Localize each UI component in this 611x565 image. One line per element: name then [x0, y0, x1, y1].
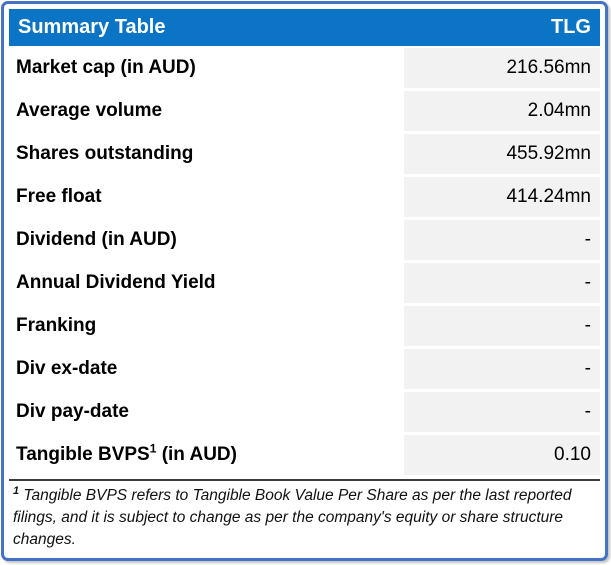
- table-body: Market cap (in AUD) 216.56mn Average vol…: [9, 46, 600, 476]
- row-label: Div pay-date: [9, 401, 404, 423]
- footnote-superscript: 1: [13, 484, 20, 497]
- row-label-text: Franking: [16, 314, 97, 336]
- row-label-text: Free float: [16, 185, 102, 207]
- table-row: Free float 414.24mn: [9, 175, 600, 218]
- row-label: Shares outstanding: [9, 143, 404, 165]
- row-label-text: Tangible BVPS: [16, 443, 150, 465]
- row-label: Free float: [9, 186, 404, 208]
- row-value: 455.92mn: [404, 133, 600, 174]
- row-label-text: Annual Dividend Yield: [16, 271, 216, 293]
- row-value: -: [404, 305, 600, 346]
- row-value: -: [404, 391, 600, 432]
- footnote: 1 Tangible BVPS refers to Tangible Book …: [13, 485, 596, 551]
- table-row: Dividend (in AUD) -: [9, 218, 600, 261]
- row-label: Market cap (in AUD): [9, 57, 404, 79]
- row-label: Franking: [9, 315, 404, 337]
- row-value: 2.04mn: [404, 90, 600, 131]
- table-row: Div pay-date -: [9, 390, 600, 433]
- table-row: Div ex-date -: [9, 347, 600, 390]
- row-label: Tangible BVPS1 (in AUD): [9, 441, 404, 466]
- table-header: Summary Table TLG: [9, 9, 600, 46]
- row-label-text: Div pay-date: [16, 400, 129, 422]
- table-row: Tangible BVPS1 (in AUD) 0.10: [9, 433, 600, 476]
- table-title: Summary Table: [18, 16, 166, 38]
- row-label-suffix: (in AUD): [156, 443, 237, 465]
- ticker-label: TLG: [551, 16, 591, 38]
- row-label: Average volume: [9, 100, 404, 122]
- table-row: Franking -: [9, 304, 600, 347]
- row-label: Dividend (in AUD): [9, 229, 404, 251]
- row-label-superscript: 1: [149, 441, 157, 456]
- row-value: -: [404, 262, 600, 303]
- table-row: Shares outstanding 455.92mn: [9, 132, 600, 175]
- row-value: 216.56mn: [404, 47, 600, 88]
- row-label-text: Dividend (in AUD): [16, 228, 177, 250]
- row-label-text: Market cap (in AUD): [16, 56, 196, 78]
- table-row: Average volume 2.04mn: [9, 89, 600, 132]
- footnote-text: Tangible BVPS refers to Tangible Book Va…: [13, 487, 572, 548]
- row-value: -: [404, 219, 600, 260]
- row-label-text: Div ex-date: [16, 357, 118, 379]
- row-label-text: Shares outstanding: [16, 142, 194, 164]
- footnote-section: 1 Tangible BVPS refers to Tangible Book …: [9, 479, 600, 553]
- row-value: -: [404, 348, 600, 389]
- table-row: Market cap (in AUD) 216.56mn: [9, 46, 600, 89]
- row-value: 414.24mn: [404, 176, 600, 217]
- row-label: Annual Dividend Yield: [9, 272, 404, 294]
- row-label: Div ex-date: [9, 358, 404, 380]
- row-value: 0.10: [404, 434, 600, 475]
- table-row: Annual Dividend Yield -: [9, 261, 600, 304]
- row-label-text: Average volume: [16, 99, 163, 121]
